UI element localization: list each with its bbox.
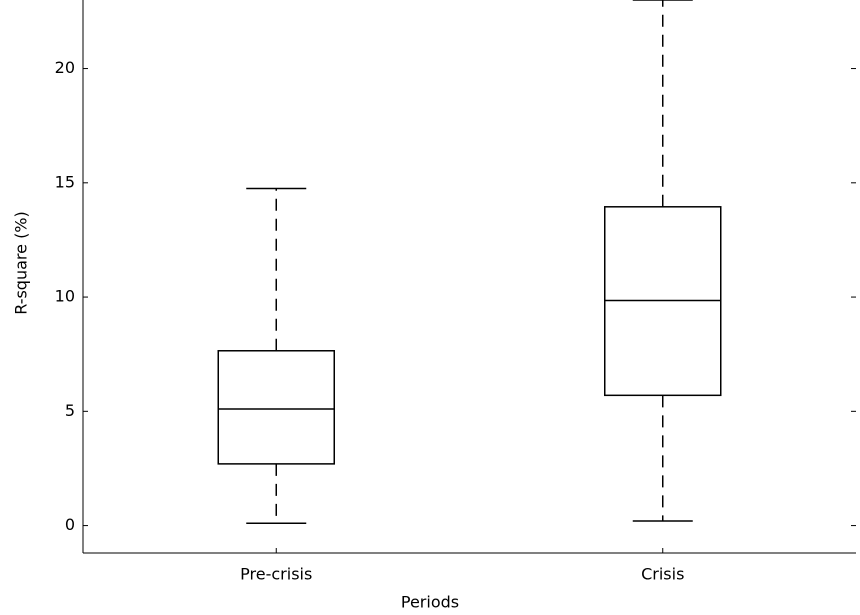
x-axis-label: Periods bbox=[401, 593, 459, 612]
box-group bbox=[217, 187, 335, 525]
y-tick-label: 0 bbox=[65, 515, 75, 534]
y-axis-label: R-square (%) bbox=[12, 211, 31, 315]
box bbox=[217, 350, 335, 465]
y-tick-label: 10 bbox=[55, 287, 75, 306]
y-tick-label: 15 bbox=[55, 172, 75, 191]
x-tick-label: Crisis bbox=[641, 565, 684, 584]
y-tick-label: 20 bbox=[55, 58, 75, 77]
x-tick-label: Pre-crisis bbox=[240, 565, 312, 584]
box-group bbox=[604, 0, 722, 522]
y-tick-label: 5 bbox=[65, 401, 75, 420]
